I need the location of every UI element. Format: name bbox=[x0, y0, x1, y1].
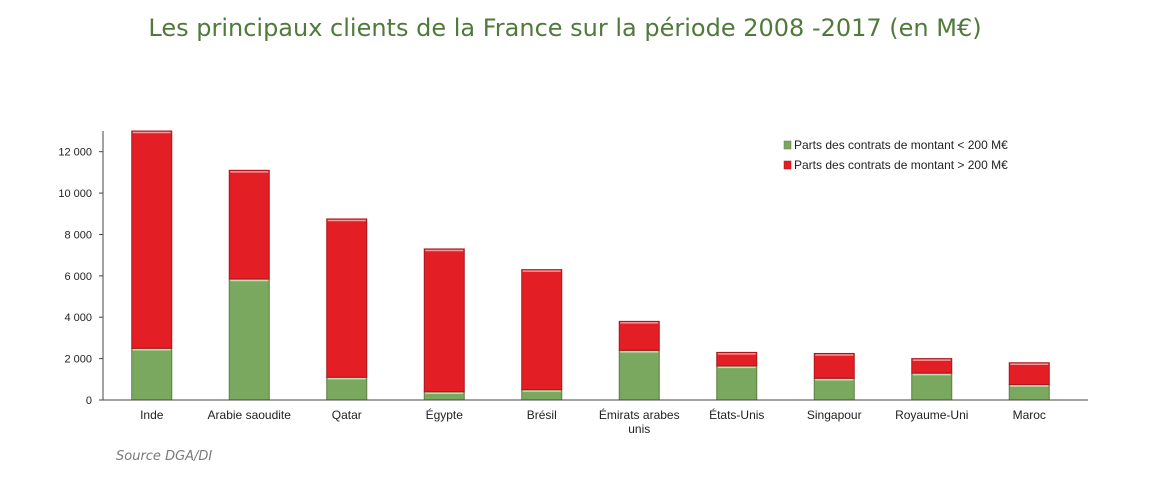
x-tick-label: Maroc bbox=[1013, 408, 1046, 422]
bar-segment bbox=[618, 349, 660, 401]
bar-segment bbox=[326, 376, 368, 401]
x-tick-label: Arabie saoudite bbox=[208, 408, 292, 422]
bar-segment bbox=[1008, 362, 1050, 385]
legend-swatch bbox=[783, 160, 792, 170]
bar-segment bbox=[813, 377, 855, 401]
legend: Parts des contrats de montant < 200 M€ Pa… bbox=[783, 138, 1008, 172]
x-tick-label: Inde bbox=[140, 408, 164, 422]
y-tick-label: 8 000 bbox=[64, 229, 92, 241]
x-tick-label: Émirats arabes bbox=[599, 407, 680, 422]
bar-segment bbox=[423, 248, 465, 393]
y-tick-label: 0 bbox=[86, 395, 92, 407]
y-tick-label: 4 000 bbox=[64, 312, 92, 324]
x-tick-label: Qatar bbox=[332, 408, 362, 422]
y-axis: 0 2 000 4 000 6 000 8 000 10 000 12 000 bbox=[58, 131, 104, 407]
chart-title: Les principaux clients de la France sur … bbox=[148, 14, 982, 42]
bar-segment bbox=[813, 352, 855, 379]
bar-segment bbox=[716, 365, 758, 401]
x-tick-label: Brésil bbox=[527, 408, 557, 422]
bar-segment bbox=[911, 358, 953, 374]
x-tick-label: Royaume-Uni bbox=[895, 408, 968, 422]
x-tick-label: États-Unis bbox=[709, 407, 764, 422]
bar-segment bbox=[131, 130, 173, 349]
bar-segment bbox=[228, 278, 270, 401]
legend-entry-label: Parts des contrats de montant < 200 M€ bbox=[794, 138, 1008, 152]
legend-swatch bbox=[783, 140, 792, 150]
x-tick-label: Singapour bbox=[807, 408, 862, 422]
bar-segment bbox=[521, 269, 563, 391]
bar-segment bbox=[131, 347, 173, 401]
x-axis: Inde Arabie saoudite Qatar Égypte Brésil Émir… bbox=[103, 399, 1088, 436]
bar-segment bbox=[326, 218, 368, 378]
bars bbox=[131, 130, 1050, 401]
y-tick-label: 12 000 bbox=[58, 147, 92, 159]
source-note: Source DGA/DI bbox=[116, 449, 213, 464]
bar-segment bbox=[911, 372, 953, 401]
y-tick-label: 6 000 bbox=[64, 271, 92, 283]
bar-segment bbox=[1008, 383, 1050, 401]
bar-segment bbox=[228, 169, 270, 280]
x-tick-label: unis bbox=[628, 422, 650, 436]
legend-entry-label: Parts des contrats de montant > 200 M€ bbox=[794, 158, 1008, 172]
x-tick-label: Égypte bbox=[426, 407, 464, 422]
bar-segment bbox=[716, 351, 758, 367]
y-tick-label: 10 000 bbox=[58, 188, 92, 200]
bar-segment bbox=[618, 320, 660, 351]
y-tick-label: 2 000 bbox=[64, 354, 92, 366]
